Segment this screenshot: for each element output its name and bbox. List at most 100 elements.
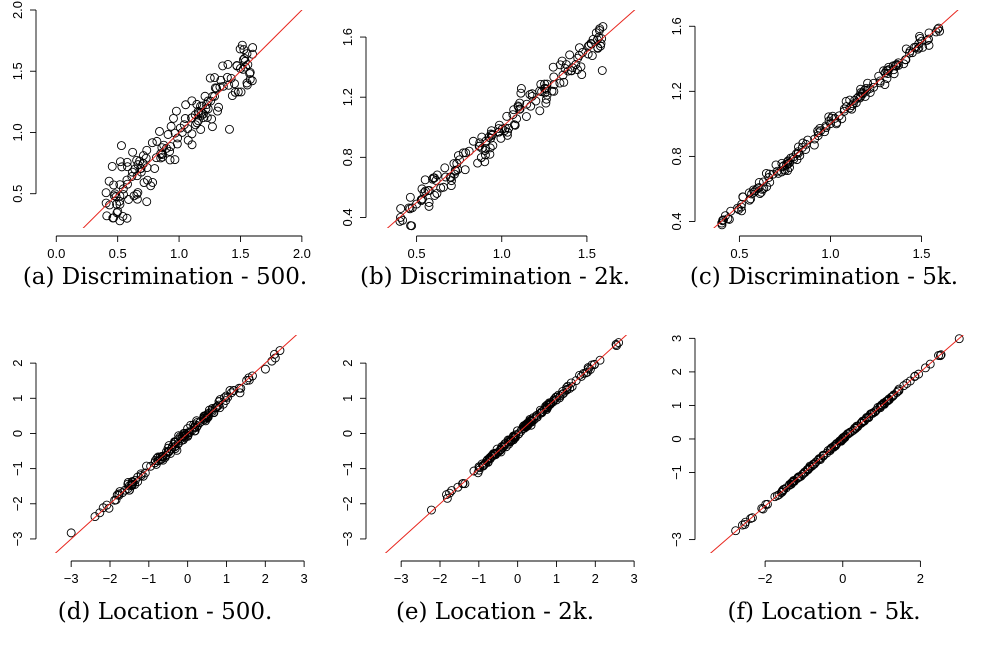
data-point — [808, 459, 818, 469]
data-point — [575, 370, 585, 380]
y-tick-label: −2 — [340, 496, 355, 511]
data-point — [535, 106, 545, 116]
y-tick-label: −3 — [669, 532, 684, 547]
data-point — [267, 356, 277, 366]
data-point — [210, 73, 220, 83]
data-point — [124, 195, 134, 204]
data-point — [789, 154, 799, 164]
data-point — [115, 157, 125, 167]
data-point — [549, 395, 559, 405]
data-point — [396, 213, 405, 222]
data-point — [239, 45, 249, 55]
y-tick-label: −1 — [10, 461, 25, 476]
data-point — [113, 206, 123, 216]
data-point — [854, 92, 864, 102]
data-point — [196, 101, 205, 111]
x-tick-label: 3 — [631, 571, 638, 586]
data-point — [212, 83, 221, 93]
y-tick-label: 2 — [10, 360, 25, 367]
data-point — [143, 175, 152, 185]
data-point — [845, 95, 855, 105]
data-point — [568, 63, 577, 73]
data-point — [133, 472, 143, 482]
data-point — [430, 191, 440, 200]
data-point — [424, 198, 434, 207]
data-point — [240, 56, 250, 66]
data-point — [396, 204, 406, 213]
data-point — [221, 391, 231, 401]
x-tick-label: 2 — [917, 571, 924, 586]
data-point — [138, 158, 148, 168]
data-point — [102, 211, 112, 221]
data-point — [98, 503, 108, 513]
data-point — [170, 155, 180, 165]
data-point — [133, 160, 143, 170]
data-point — [816, 126, 826, 136]
scatter-plot-c: 0.5 1.0 1.5 0.4 0.8 1.2 1.6 — [669, 10, 959, 261]
data-point — [860, 416, 870, 425]
data-point — [424, 201, 434, 211]
data-point — [226, 73, 236, 83]
data-point — [260, 364, 270, 374]
scatter-plot-d: −3 −2 −1 0 1 2 3 −3 −2 −1 0 1 2 — [10, 335, 308, 586]
data-point — [544, 400, 554, 410]
data-point — [163, 130, 173, 139]
data-point — [589, 359, 599, 369]
data-point — [122, 157, 132, 167]
data-point — [169, 113, 178, 123]
data-point — [901, 44, 911, 54]
data-point — [542, 90, 552, 100]
data-point — [207, 114, 217, 124]
data-point — [914, 39, 924, 49]
data-point — [235, 388, 245, 398]
data-point — [813, 131, 823, 141]
data-point — [219, 393, 229, 403]
data-point — [133, 188, 143, 198]
data-point — [820, 127, 830, 137]
data-point — [107, 161, 117, 171]
y-tick-label: 3 — [669, 335, 684, 342]
reference-line — [82, 10, 303, 228]
reference-line — [713, 10, 959, 228]
data-point — [159, 140, 169, 150]
data-point — [485, 454, 495, 464]
data-point — [509, 120, 519, 130]
data-point — [879, 66, 889, 76]
y-tick-label: 0.4 — [669, 212, 684, 230]
y-tick-label: −2 — [10, 496, 25, 511]
data-point — [910, 371, 920, 381]
scatter-plot-b: 0.5 1.0 1.5 0.4 0.8 1.2 1.6 — [340, 10, 636, 261]
x-tick-label: 1.0 — [170, 246, 188, 261]
x-tick-label: −2 — [103, 571, 118, 586]
data-point — [779, 484, 788, 494]
data-point — [828, 111, 838, 121]
caption-d: (d) Location - 500. — [57, 599, 273, 625]
data-point — [218, 61, 228, 71]
x-tick-label: 0 — [184, 571, 191, 586]
data-point — [484, 132, 494, 142]
data-point — [857, 418, 867, 428]
data-point — [214, 102, 224, 112]
data-point — [248, 371, 257, 381]
data-point — [226, 388, 236, 398]
y-tick-label: 2 — [340, 360, 355, 367]
data-point — [478, 460, 488, 470]
data-point — [818, 451, 828, 461]
y-tick-label: 0.5 — [10, 185, 25, 203]
data-point — [527, 89, 537, 99]
data-point — [892, 59, 902, 69]
scatter-plot-e: −3 −2 −1 0 1 2 3 −3 −2 −1 0 1 2 — [340, 335, 638, 586]
data-point — [847, 101, 857, 111]
data-point — [171, 441, 181, 451]
y-tick-label: 1 — [10, 395, 25, 402]
points — [101, 40, 258, 226]
data-point — [432, 188, 442, 198]
data-point — [190, 422, 199, 432]
data-point — [848, 425, 858, 435]
data-point — [213, 106, 222, 116]
data-point — [398, 215, 408, 225]
data-point — [202, 413, 212, 423]
data-point — [112, 199, 121, 209]
data-point — [516, 88, 526, 98]
x-tick-label: 2.0 — [293, 246, 311, 261]
